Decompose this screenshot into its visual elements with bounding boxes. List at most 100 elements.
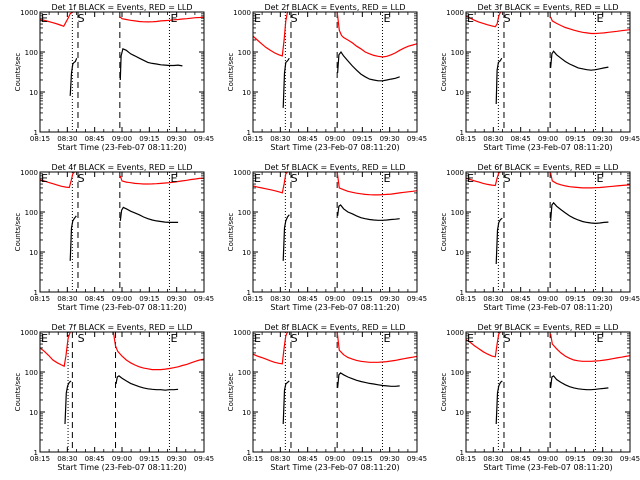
y-tick-label: 100 — [238, 369, 251, 377]
x-tick-label: 09:15 — [352, 295, 372, 303]
x-tick-label: 08:30 — [483, 295, 503, 303]
x-tick-label: 09:45 — [620, 135, 640, 143]
lld-line — [466, 12, 502, 28]
events-line — [495, 380, 503, 425]
plot-frame — [39, 171, 205, 293]
panel-title: Det 9f BLACK = Events, RED = LLD — [477, 323, 618, 332]
lld-line — [336, 172, 417, 196]
x-tick-label: 09:45 — [407, 135, 427, 143]
lld-line — [119, 16, 204, 23]
y-tick-label: 10 — [242, 409, 251, 417]
x-tick-label: 09:00 — [325, 135, 345, 143]
interval-marker: S — [504, 12, 511, 25]
events-line — [337, 204, 400, 221]
plot-frame — [465, 331, 631, 453]
x-tick-label: 09:00 — [325, 295, 345, 303]
x-tick-label: 09:00 — [538, 295, 558, 303]
lld-line — [40, 172, 75, 189]
plot-data — [253, 172, 417, 261]
plot-frame — [39, 331, 205, 453]
x-tick-label: 08:30 — [270, 455, 290, 463]
y-tick-label: 10 — [29, 89, 38, 97]
y-tick-label: 1000 — [20, 9, 38, 17]
x-tick-label: 09:30 — [593, 455, 613, 463]
x-tick-label: 09:15 — [352, 455, 372, 463]
lld-line — [336, 332, 417, 363]
interval-marker: E — [254, 12, 261, 25]
x-tick-label: 09:30 — [593, 295, 613, 303]
x-tick-label: 08:30 — [483, 455, 503, 463]
y-axis-label: Counts/sec — [227, 53, 235, 92]
x-tick-label: 08:30 — [270, 295, 290, 303]
plot-frame — [252, 11, 418, 133]
x-axis-label: Start Time (23-Feb-07 08:11:20) — [57, 463, 186, 472]
y-tick-label: 1 — [247, 449, 251, 457]
interval-marker: S — [78, 332, 85, 345]
y-axis-label: Counts/sec — [14, 373, 22, 412]
x-tick-label: 08:45 — [85, 295, 105, 303]
plot-data — [253, 12, 417, 108]
y-tick-label: 1000 — [446, 329, 464, 337]
y-tick-label: 100 — [25, 369, 38, 377]
x-axis-label: Start Time (23-Feb-07 08:11:20) — [57, 143, 186, 152]
y-axis-label: Counts/sec — [440, 213, 448, 252]
y-tick-label: 1000 — [446, 169, 464, 177]
lld-line — [119, 175, 204, 185]
events-line — [282, 214, 290, 261]
y-tick-label: 1 — [247, 289, 251, 297]
x-axis-label: Start Time (23-Feb-07 08:11:20) — [270, 143, 399, 152]
panel-title: Det 4f BLACK = Events, RED = LLD — [51, 163, 192, 172]
x-tick-label: 09:30 — [593, 135, 613, 143]
x-tick-label: 09:30 — [380, 135, 400, 143]
x-tick-label: 09:00 — [538, 135, 558, 143]
x-tick-label: 08:45 — [85, 135, 105, 143]
x-tick-label: 09:15 — [139, 295, 159, 303]
lld-line — [336, 12, 417, 58]
events-line — [282, 57, 290, 108]
y-tick-label: 100 — [451, 49, 464, 57]
x-tick-label: 09:00 — [325, 455, 345, 463]
x-tick-label: 08:45 — [511, 455, 531, 463]
x-tick-label: 08:15 — [30, 295, 50, 303]
interval-marker: E — [41, 12, 48, 25]
events-line — [69, 57, 78, 96]
y-tick-label: 100 — [238, 209, 251, 217]
y-tick-label: 1 — [460, 449, 464, 457]
interval-marker: S — [291, 172, 298, 185]
y-axis-label: Counts/sec — [227, 213, 235, 252]
interval-marker: E — [596, 12, 603, 25]
x-tick-label: 08:45 — [298, 135, 318, 143]
y-tick-label: 10 — [455, 249, 464, 257]
events-line — [115, 375, 179, 391]
events-line — [337, 50, 400, 82]
x-tick-label: 09:30 — [380, 455, 400, 463]
x-tick-label: 08:30 — [270, 135, 290, 143]
events-line — [64, 380, 72, 425]
x-axis-label: Start Time (23-Feb-07 08:11:20) — [483, 463, 612, 472]
x-tick-label: 08:15 — [243, 135, 263, 143]
interval-marker: E — [254, 172, 261, 185]
x-tick-label: 09:15 — [565, 295, 585, 303]
x-tick-label: 08:15 — [30, 135, 50, 143]
interval-marker: E — [383, 172, 390, 185]
plot-frame — [252, 331, 418, 453]
events-line — [337, 372, 400, 388]
x-tick-label: 08:15 — [243, 455, 263, 463]
x-axis-label: Start Time (23-Feb-07 08:11:20) — [270, 463, 399, 472]
x-tick-label: 08:45 — [85, 455, 105, 463]
x-tick-label: 09:00 — [112, 135, 132, 143]
y-tick-label: 1000 — [20, 329, 38, 337]
x-tick-label: 09:15 — [352, 135, 372, 143]
x-tick-label: 08:30 — [57, 295, 77, 303]
plot-data — [466, 332, 630, 425]
plot-data — [40, 172, 204, 261]
panel-title: Det 2f BLACK = Events, RED = LLD — [264, 3, 405, 12]
lld-line — [550, 172, 630, 189]
interval-marker: E — [41, 332, 48, 345]
plot-data — [253, 332, 417, 425]
x-tick-label: 09:45 — [620, 455, 640, 463]
